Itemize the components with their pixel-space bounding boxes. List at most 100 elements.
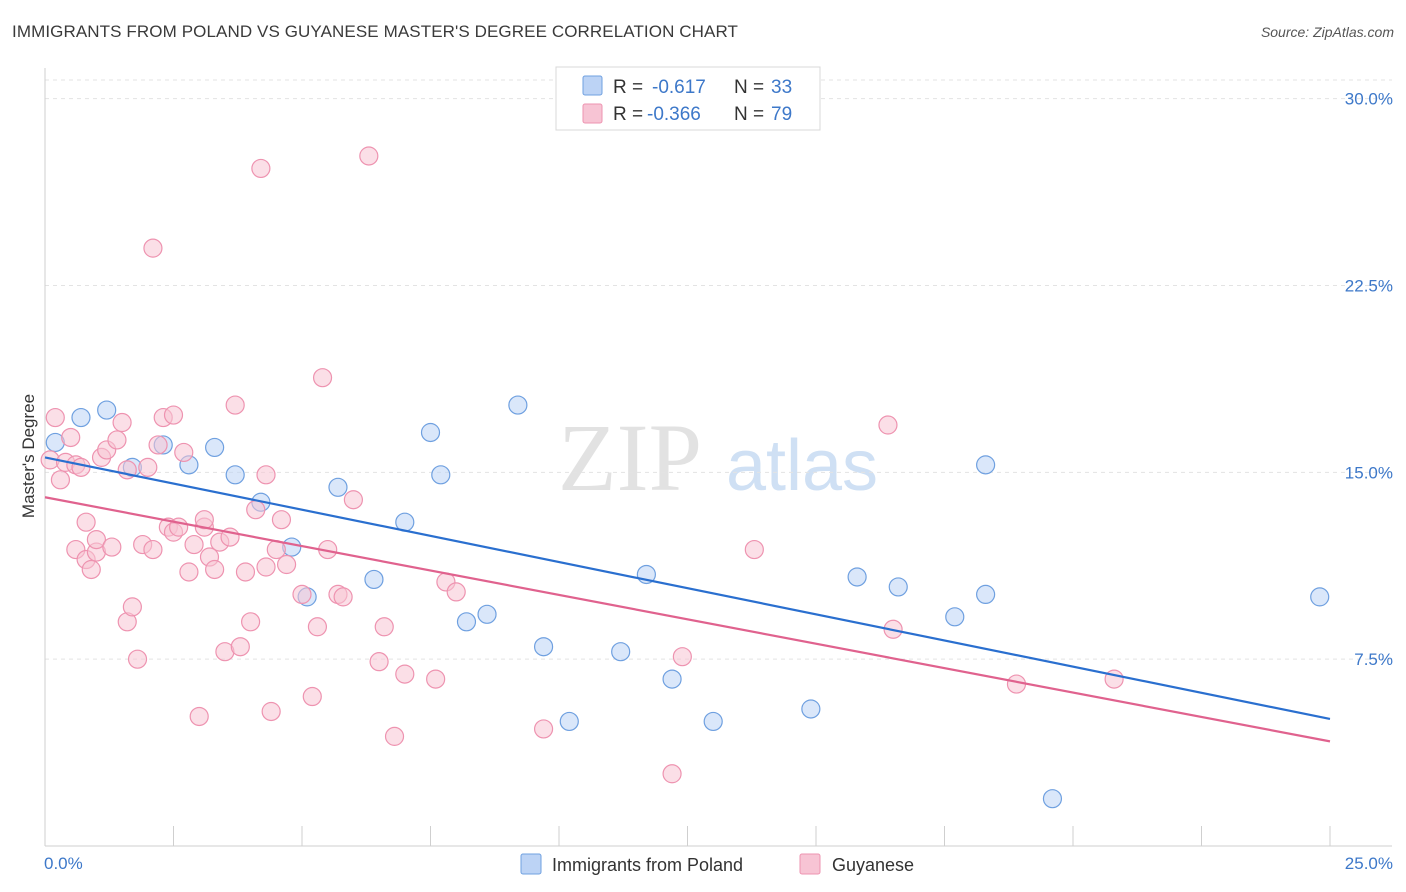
y-tick-label: 30.0% xyxy=(1345,90,1393,109)
poland-point xyxy=(1310,587,1330,607)
guyanese-point xyxy=(662,764,682,784)
guyanese-point xyxy=(302,686,322,707)
stats-r-label-guyanese: R = xyxy=(613,104,643,125)
guyanese-point xyxy=(307,617,328,637)
trend-lines xyxy=(44,456,1331,743)
poland-point xyxy=(801,699,821,719)
poland-point xyxy=(420,422,441,443)
guyanese-point xyxy=(276,554,297,575)
guyanese-point xyxy=(426,669,446,689)
stats-r-label-poland: R = xyxy=(613,77,643,98)
guyanese-point xyxy=(81,559,101,580)
data-points xyxy=(40,146,1330,809)
guyanese-point xyxy=(225,395,245,415)
poland-point xyxy=(225,465,245,485)
poland-point xyxy=(976,584,996,605)
poland-point xyxy=(976,455,996,475)
guyanese-point xyxy=(143,539,163,560)
guyanese-point xyxy=(246,500,266,520)
legend-swatch-poland xyxy=(520,853,542,875)
stats-n-value-poland: 33 xyxy=(771,77,792,98)
guyanese-point xyxy=(384,726,405,746)
stats-r-value-guyanese: -0.366 xyxy=(647,104,701,125)
y-tick-label: 7.5% xyxy=(1354,650,1393,669)
guyanese-point xyxy=(261,701,281,722)
guyanese-point xyxy=(86,529,107,550)
stats-swatch-guyanese xyxy=(582,103,603,124)
guyanese-point xyxy=(184,534,204,555)
series-poland-points xyxy=(45,395,1330,809)
guyanese-point xyxy=(312,368,333,388)
guyanese-point xyxy=(292,584,312,605)
guyanese-point xyxy=(230,637,250,657)
trend-line-poland xyxy=(44,456,1331,721)
watermark: ZIP atlas xyxy=(558,404,878,511)
guyanese-point xyxy=(148,435,168,455)
guyanese-point xyxy=(45,407,65,428)
trend-line-guyanese xyxy=(44,496,1331,743)
guyanese-point xyxy=(878,415,898,435)
guyanese-point xyxy=(374,617,394,637)
poland-point xyxy=(847,567,867,587)
y-tick-label: 22.5% xyxy=(1345,277,1393,296)
guyanese-point xyxy=(256,557,276,577)
guyanese-point xyxy=(369,652,389,672)
watermark-zip: ZIP xyxy=(558,404,702,511)
guyanese-point xyxy=(71,457,91,477)
guyanese-point xyxy=(194,510,214,530)
poland-point xyxy=(456,612,477,632)
guyanese-point xyxy=(143,238,163,258)
stats-n-label-guyanese: N = xyxy=(734,104,764,125)
poland-point xyxy=(431,465,451,485)
guyanese-point xyxy=(179,562,199,582)
stats-legend: R = -0.617 N = 33 R = -0.366 N = 79 xyxy=(555,66,821,131)
x-tick-label: 0.0% xyxy=(44,854,83,873)
watermark-atlas: atlas xyxy=(726,426,878,506)
poland-point xyxy=(1042,789,1063,809)
series-legend: Immigrants from Poland Guyanese xyxy=(520,853,914,875)
poland-point xyxy=(703,711,723,732)
guyanese-point xyxy=(205,559,225,580)
guyanese-point xyxy=(256,465,276,485)
poland-point xyxy=(477,604,497,624)
poland-point xyxy=(364,569,384,590)
guyanese-point xyxy=(333,587,353,607)
guyanese-point xyxy=(76,512,96,532)
y-tick-labels: 7.5% 15.0% 22.5% 30.0% xyxy=(1345,90,1393,669)
guyanese-point xyxy=(672,647,692,667)
guyanese-point xyxy=(251,158,271,179)
poland-point xyxy=(533,637,554,657)
guyanese-point xyxy=(107,430,127,450)
guyanese-point xyxy=(102,537,122,557)
poland-point xyxy=(71,407,91,428)
guyanese-point xyxy=(122,597,142,617)
guyanese-point xyxy=(359,146,379,166)
legend-label-poland: Immigrants from Poland xyxy=(552,855,743,875)
guyanese-point xyxy=(50,470,71,490)
guyanese-point xyxy=(112,412,132,433)
x-tick-labels: 0.0% 25.0% xyxy=(44,854,1393,873)
guyanese-point xyxy=(61,427,81,448)
legend-label-guyanese: Guyanese xyxy=(832,855,914,875)
poland-point xyxy=(888,577,908,597)
poland-point xyxy=(662,669,682,689)
legend-swatch-guyanese xyxy=(799,853,821,875)
stats-n-label-poland: N = xyxy=(734,77,764,98)
guyanese-point xyxy=(235,562,256,582)
x-tick-label: 25.0% xyxy=(1345,854,1393,873)
stats-r-value-poland: -0.617 xyxy=(652,77,706,98)
poland-point xyxy=(945,607,965,627)
series-guyanese-points xyxy=(40,146,1124,784)
guyanese-point xyxy=(744,539,764,560)
poland-point xyxy=(508,395,528,415)
y-tick-label: 15.0% xyxy=(1345,463,1393,482)
guyanese-point xyxy=(446,582,466,602)
guyanese-point xyxy=(241,612,261,632)
guyanese-point xyxy=(343,490,363,510)
poland-point xyxy=(559,711,579,732)
poland-point xyxy=(611,642,631,662)
poland-point xyxy=(97,400,117,420)
guyanese-point xyxy=(174,442,194,463)
guyanese-point xyxy=(163,405,184,425)
